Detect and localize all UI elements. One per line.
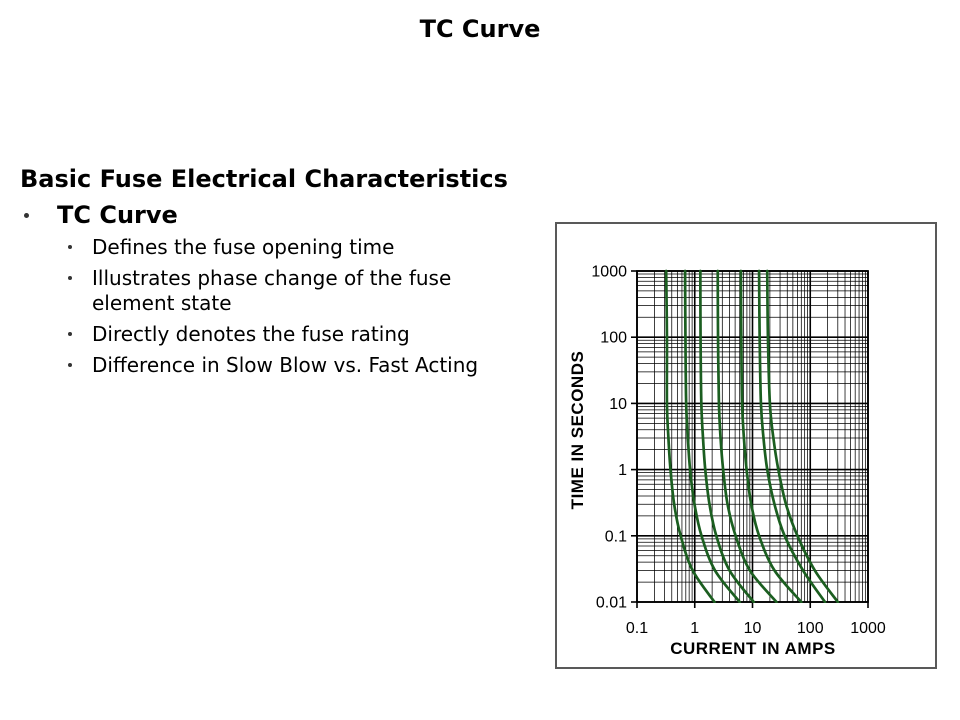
tc-curve-series: [683, 269, 742, 603]
sub-bullet-item: Difference in Slow Blow vs. Fast Acting: [66, 353, 536, 378]
sub-bullet-item: Illustrates phase change of the fuse ele…: [66, 266, 536, 316]
tc-curve-series: [716, 269, 778, 603]
sub-bullet-text: Directly denotes the fuse rating: [92, 322, 410, 346]
bullet-icon: [68, 332, 72, 336]
x-tick-label: 100: [797, 620, 824, 637]
tc-curve-series: [765, 269, 840, 603]
y-tick-label: 0.1: [605, 528, 627, 545]
y-axis-title: TIME IN SECONDS: [568, 351, 587, 510]
bullet-icon: [68, 245, 72, 249]
section-heading: Basic Fuse Electrical Characteristics: [20, 165, 508, 193]
y-tick-label: 1: [618, 462, 627, 479]
tc-curve-series: [739, 269, 803, 603]
x-axis-title: CURRENT IN AMPS: [670, 639, 836, 658]
sub-bullet-item: Directly denotes the fuse rating: [66, 322, 536, 347]
bullet-icon: [68, 363, 72, 367]
tc-curve-series: [757, 269, 827, 603]
sub-bullet-list: Defines the fuse opening time Illustrate…: [66, 235, 536, 384]
tc-curve-series: [664, 269, 716, 603]
sub-bullet-text: Defines the fuse opening time: [92, 235, 395, 259]
x-tick-label: 1: [690, 620, 699, 637]
y-tick-label: 0.01: [596, 595, 627, 612]
sub-bullet-text: Difference in Slow Blow vs. Fast Acting: [92, 353, 479, 377]
bullet-icon: [24, 213, 29, 218]
x-tick-label: 1000: [850, 620, 886, 637]
bullet-label: TC Curve: [57, 201, 178, 229]
y-tick-label: 100: [600, 330, 627, 347]
sub-bullet-item: Defines the fuse opening time: [66, 235, 536, 260]
y-tick-label: 1000: [591, 264, 627, 281]
x-tick-label: 0.1: [626, 620, 648, 637]
bullet-icon: [68, 276, 72, 280]
bullet-item-tc-curve: TC Curve: [20, 200, 178, 230]
tc-curve-chart: 0.1 1 10 100 1000 1000 100 10 1 0.1 0.01 TIME IN S…: [555, 222, 937, 669]
x-tick-label: 10: [744, 620, 762, 637]
chart-grid-and-curves: 0.1 1 10 100 1000 1000 100 10 1 0.1 0.01: [591, 264, 885, 638]
tc-curve-series: [699, 269, 756, 603]
slide-title: TC Curve: [419, 15, 541, 43]
sub-bullet-text: Illustrates phase change of the fuse ele…: [92, 266, 452, 315]
y-tick-label: 10: [609, 396, 627, 413]
plot-area: 0.1 1 10 100 1000 1000 100 10 1 0.1 0.01 TIME IN S…: [568, 264, 886, 659]
